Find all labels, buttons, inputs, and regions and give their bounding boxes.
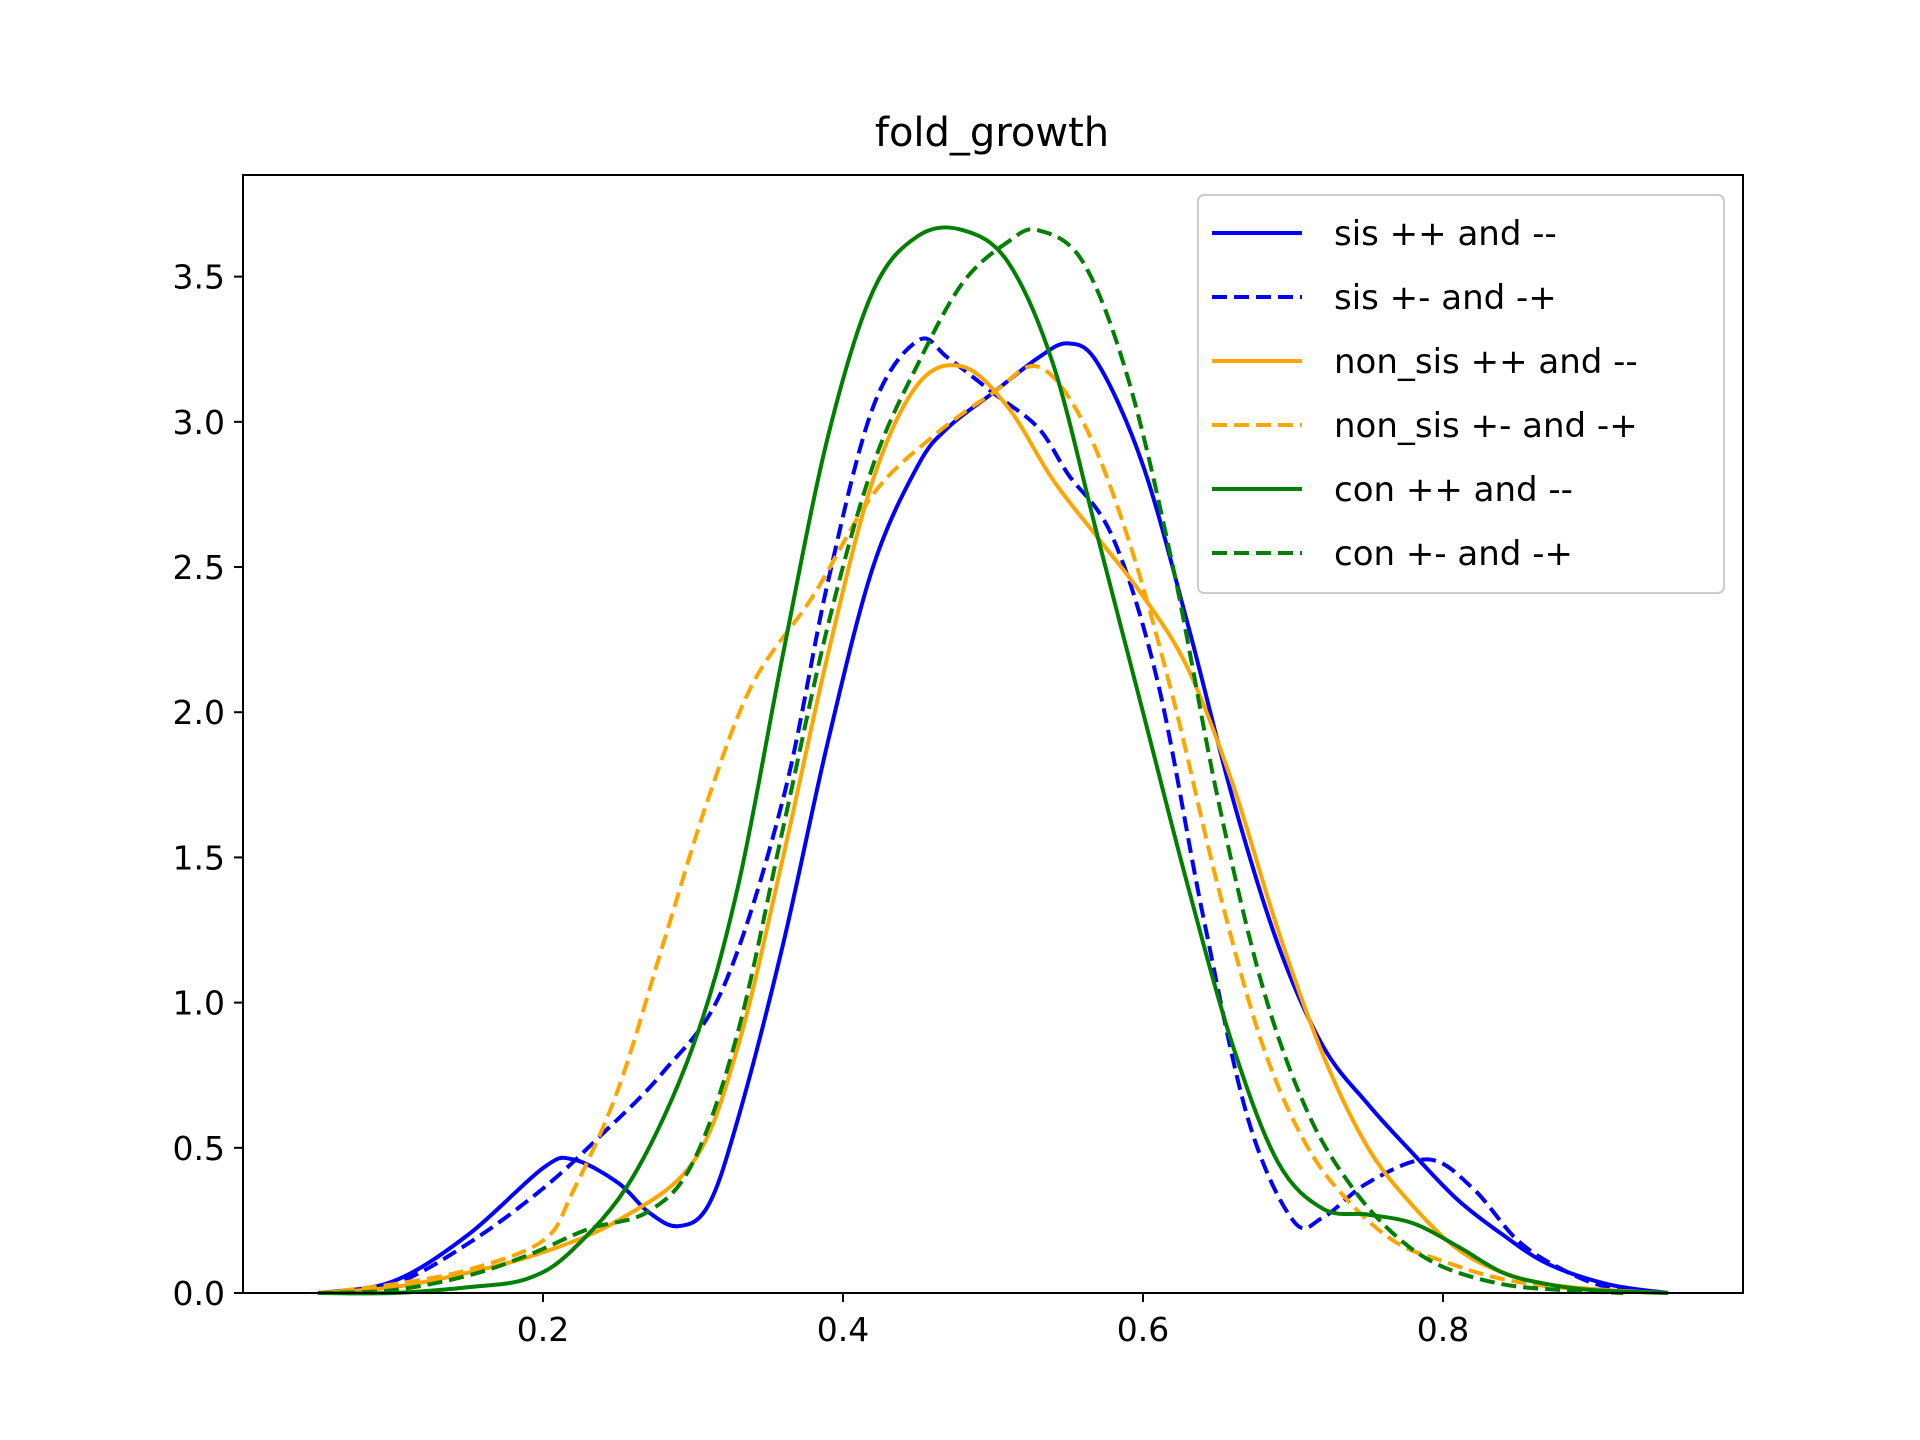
series-layer: [317, 225, 1669, 1296]
x-tick-label: 0.2: [517, 1310, 569, 1349]
series-line-6: [317, 227, 1624, 1295]
legend-box: [1197, 194, 1725, 594]
series-line-3: [317, 363, 1669, 1295]
x-tick-label: 0.8: [1417, 1310, 1469, 1349]
chart-title: fold_growth: [875, 110, 1109, 156]
x-axis: 0.2 0.4 0.6 0.8: [517, 1293, 1469, 1349]
legend-label: non_sis ++ and --: [1334, 342, 1638, 382]
y-tick-label: 3.0: [173, 403, 225, 442]
legend: sis ++ and -- sis +- and -+ non_sis ++ and…: [1197, 194, 1725, 594]
series-line-2: [317, 336, 1669, 1295]
legend-label: sis ++ and --: [1334, 214, 1557, 254]
legend-label: con ++ and --: [1334, 470, 1573, 510]
legend-label: sis +- and -+: [1334, 278, 1557, 318]
y-tick-label: 3.5: [173, 258, 225, 297]
y-tick-label: 2.5: [173, 548, 225, 587]
x-tick-label: 0.6: [1117, 1310, 1169, 1349]
legend-label: non_sis +- and -+: [1334, 406, 1638, 446]
y-axis: 0.0 0.5 1.0 1.5 2.0 2.5 3.0 3.5: [173, 258, 243, 1313]
y-tick-label: 0.5: [173, 1129, 225, 1168]
y-tick-label: 1.5: [173, 838, 225, 877]
series-line-4: [317, 363, 1669, 1295]
legend-label: con +- and -+: [1334, 534, 1573, 574]
y-tick-label: 1.0: [173, 984, 225, 1023]
y-tick-label: 0.0: [173, 1274, 225, 1313]
y-tick-label: 2.0: [173, 693, 225, 732]
plot-frame: [242, 174, 1744, 1294]
x-tick-label: 0.4: [817, 1310, 869, 1349]
series-line-5: [317, 225, 1669, 1296]
